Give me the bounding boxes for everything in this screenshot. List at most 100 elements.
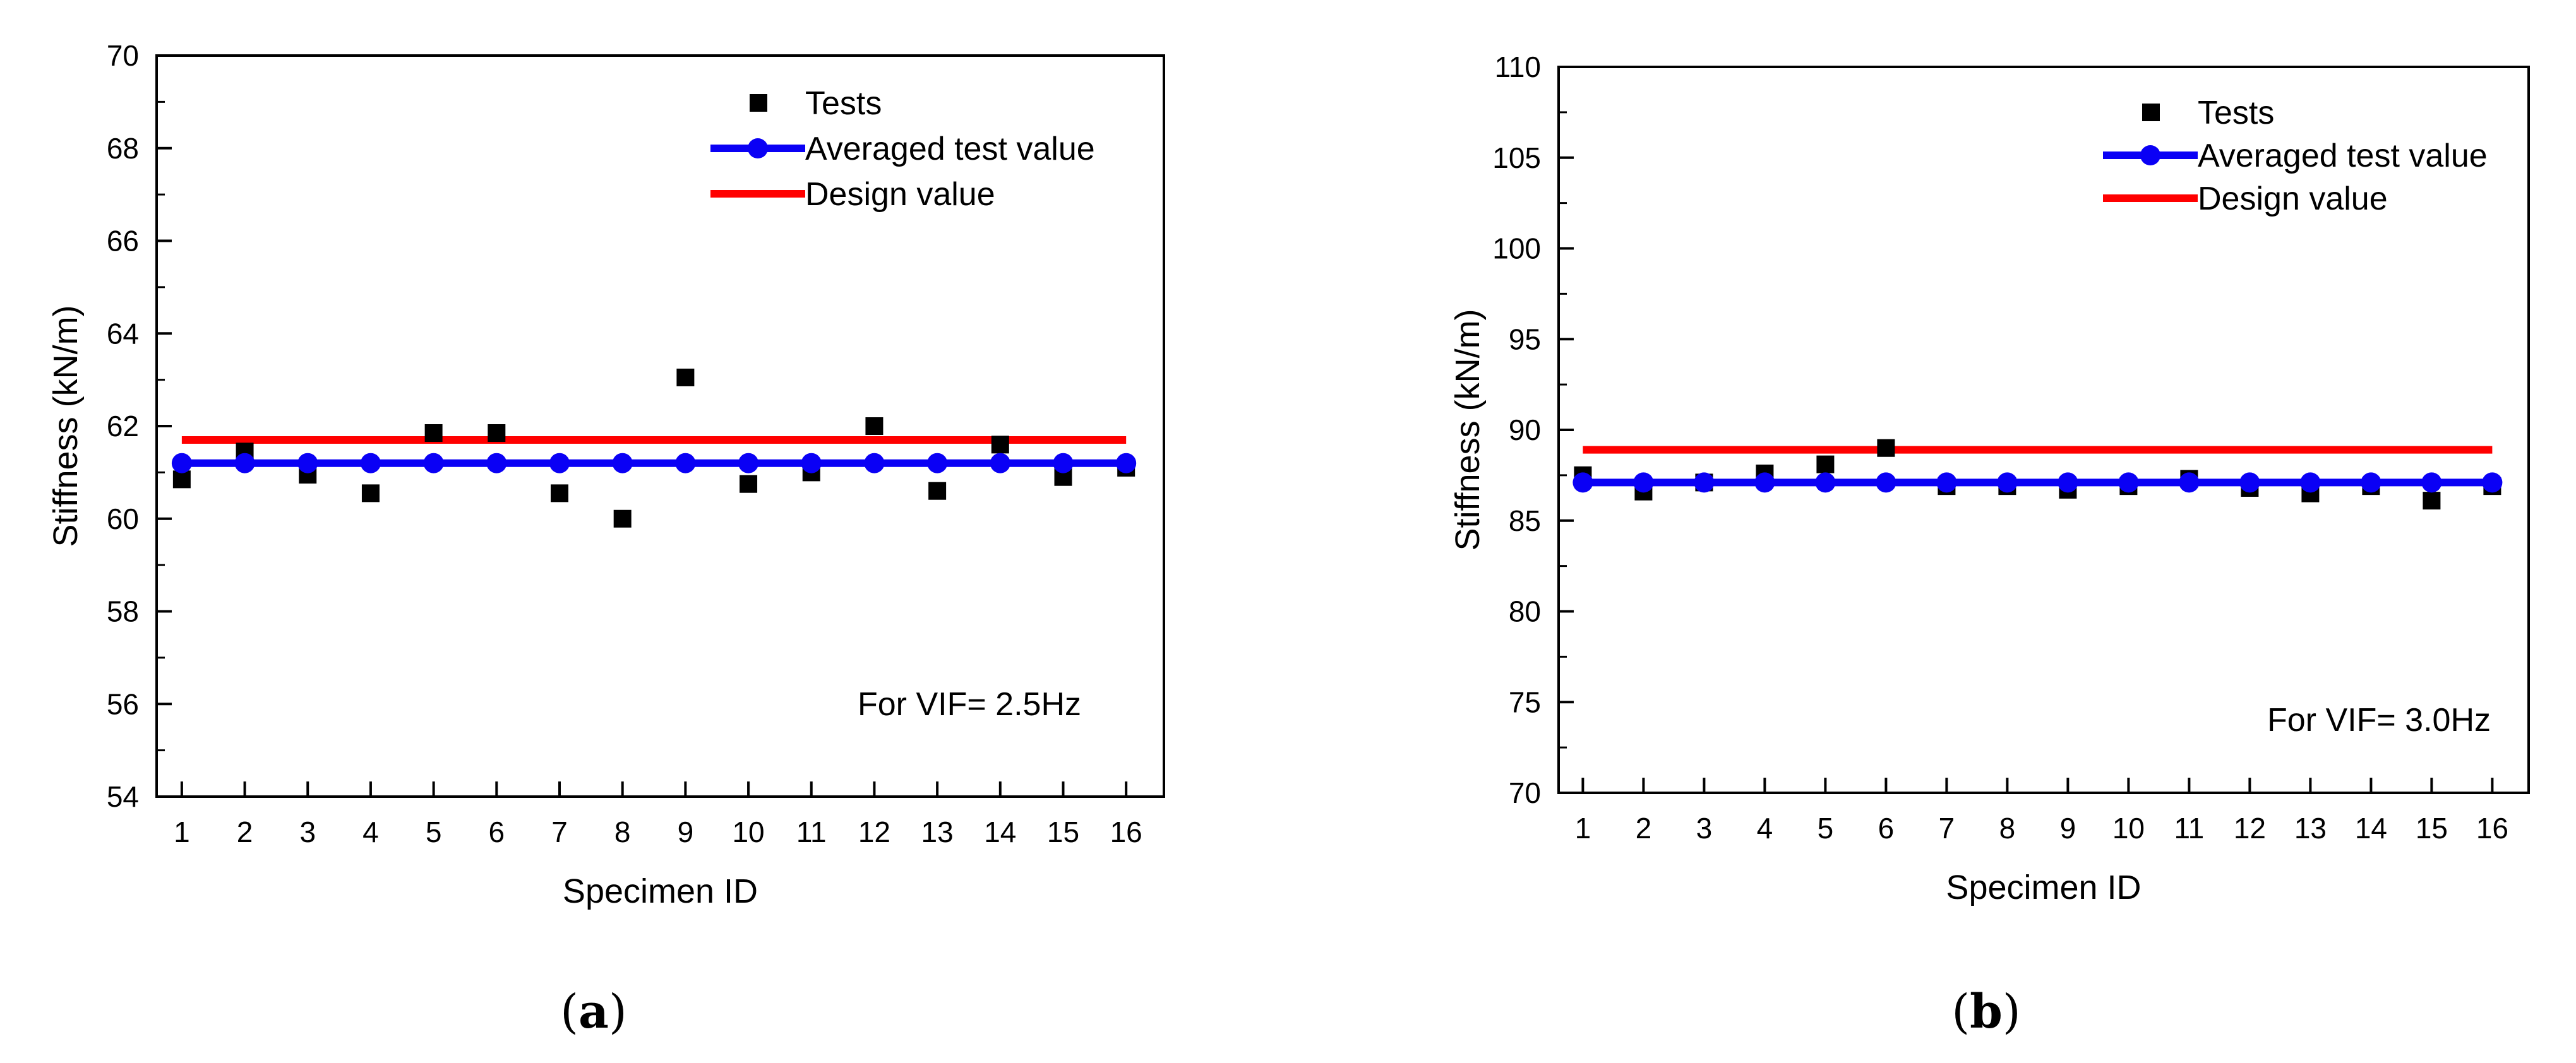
a-x-tick-label: 13 (921, 816, 954, 848)
b-average-point (1876, 472, 1896, 493)
b-average-point (2118, 472, 2139, 493)
b-legend-design-label: Design value (2198, 181, 2388, 217)
a-average-point (927, 453, 948, 473)
a-test-point (361, 484, 380, 502)
a-legend-average-marker (748, 138, 768, 158)
b-average-point (1633, 472, 1654, 493)
a-x-tick-label: 12 (858, 816, 890, 848)
b-average-point (1573, 472, 1593, 493)
b-legend-average-label: Averaged test value (2198, 138, 2488, 174)
a-y-tick-label: 58 (107, 595, 139, 628)
b-x-tick-label: 13 (2294, 812, 2327, 845)
caption-b-close: ) (2002, 985, 2021, 1039)
a-test-point (991, 436, 1009, 454)
a-legend: Tests Averaged test value Design value (710, 85, 1095, 213)
a-x-tick-label: 3 (299, 816, 316, 848)
a-y-tick-label: 62 (107, 410, 139, 442)
b-average-point (1997, 472, 2018, 493)
a-x-tick-label: 2 (237, 816, 253, 848)
a-y-axis-title: Stiffness (kN/m) (47, 305, 85, 547)
b-y-tick-label: 95 (1509, 323, 1541, 355)
a-x-tick-label: 10 (732, 816, 764, 848)
b-x-tick-label: 6 (1878, 812, 1895, 845)
b-y-tick-label: 110 (1495, 50, 1541, 83)
b-x-tick-label: 4 (1757, 812, 1773, 845)
b-average-point (1694, 472, 1715, 493)
b-test-point (1877, 439, 1895, 457)
a-x-tick-label: 6 (489, 816, 505, 848)
a-y-tick-label: 60 (107, 502, 139, 535)
a-y-tick-label: 66 (107, 225, 139, 258)
b-average-point (2239, 472, 2260, 493)
a-y-tick-label: 54 (107, 780, 139, 813)
b-x-tick-label: 12 (2234, 812, 2266, 845)
a-x-tick-label: 11 (796, 816, 827, 848)
a-average-point (801, 453, 822, 473)
a-legend-design-label: Design value (805, 176, 995, 213)
a-y-tick-label: 68 (107, 132, 139, 165)
a-x-tick-label: 4 (362, 816, 379, 848)
a-x-tick-label: 9 (678, 816, 694, 848)
a-average-point (234, 453, 255, 473)
b-average-point (2058, 472, 2078, 493)
b-annotation: For VIF= 3.0Hz (2267, 702, 2491, 739)
b-y-tick-label: 105 (1492, 141, 1541, 174)
a-average-point (1053, 453, 1074, 473)
a-average-point (423, 453, 444, 473)
b-x-tick-label: 9 (2060, 812, 2076, 845)
b-x-axis-title: Specimen ID (1946, 869, 2141, 906)
a-average-point (549, 453, 570, 473)
a-x-tick-label: 7 (551, 816, 568, 848)
a-test-point (865, 417, 884, 435)
b-average-point (1936, 472, 1957, 493)
b-y-tick-label: 90 (1509, 413, 1541, 446)
a-test-point (172, 470, 191, 489)
caption-a-open: ( (560, 985, 579, 1039)
b-test-point (1816, 455, 1835, 473)
a-average-point (297, 453, 318, 473)
caption-a-close: ) (608, 985, 627, 1039)
a-test-point (676, 368, 695, 386)
b-x-tick-label: 5 (1818, 812, 1834, 845)
b-average-point (2361, 472, 2381, 493)
caption-a-letter: a (578, 985, 609, 1039)
b-legend-tests-label: Tests (2198, 95, 2274, 131)
a-x-tick-label: 5 (426, 816, 442, 848)
a-average-point (675, 453, 696, 473)
a-average-point (864, 453, 885, 473)
a-legend-tests-marker (750, 94, 767, 112)
a-annotation: For VIF= 2.5Hz (858, 686, 1081, 723)
b-x-tick-label: 10 (2112, 812, 2145, 845)
a-y-tick-label: 70 (107, 39, 139, 72)
a-legend-average-label: Averaged test value (805, 131, 1095, 167)
b-legend: Tests Averaged test value Design value (2103, 95, 2488, 217)
b-x-tick-label: 15 (2416, 812, 2448, 845)
a-x-axis-title: Specimen ID (563, 872, 758, 910)
b-average-point (1754, 472, 1775, 493)
b-x-tick-label: 1 (1575, 812, 1591, 845)
a-y-tick-label: 64 (107, 317, 139, 350)
a-average-point (738, 453, 759, 473)
b-average-point (2300, 472, 2321, 493)
b-average-point (2421, 472, 2442, 493)
a-x-tick-label: 15 (1047, 816, 1079, 848)
b-legend-average-marker (2140, 145, 2160, 165)
b-legend-tests-marker (2142, 104, 2160, 121)
b-x-tick-label: 14 (2355, 812, 2387, 845)
a-test-point (488, 424, 506, 442)
a-y-tick-label: 56 (107, 687, 139, 720)
a-average-point (171, 453, 192, 473)
a-test-point (424, 424, 443, 442)
b-y-axis-title: Stiffness (kN/m) (1449, 309, 1487, 550)
a-x-tick-label: 14 (984, 816, 1016, 848)
a-x-tick-label: 1 (174, 816, 190, 848)
a-test-point (613, 509, 632, 528)
b-x-tick-label: 7 (1939, 812, 1955, 845)
a-test-point (551, 484, 568, 502)
a-average-point (612, 453, 633, 473)
caption-b-letter: b (1970, 985, 2003, 1039)
a-average-point (990, 453, 1010, 473)
a-average-point (486, 453, 507, 473)
